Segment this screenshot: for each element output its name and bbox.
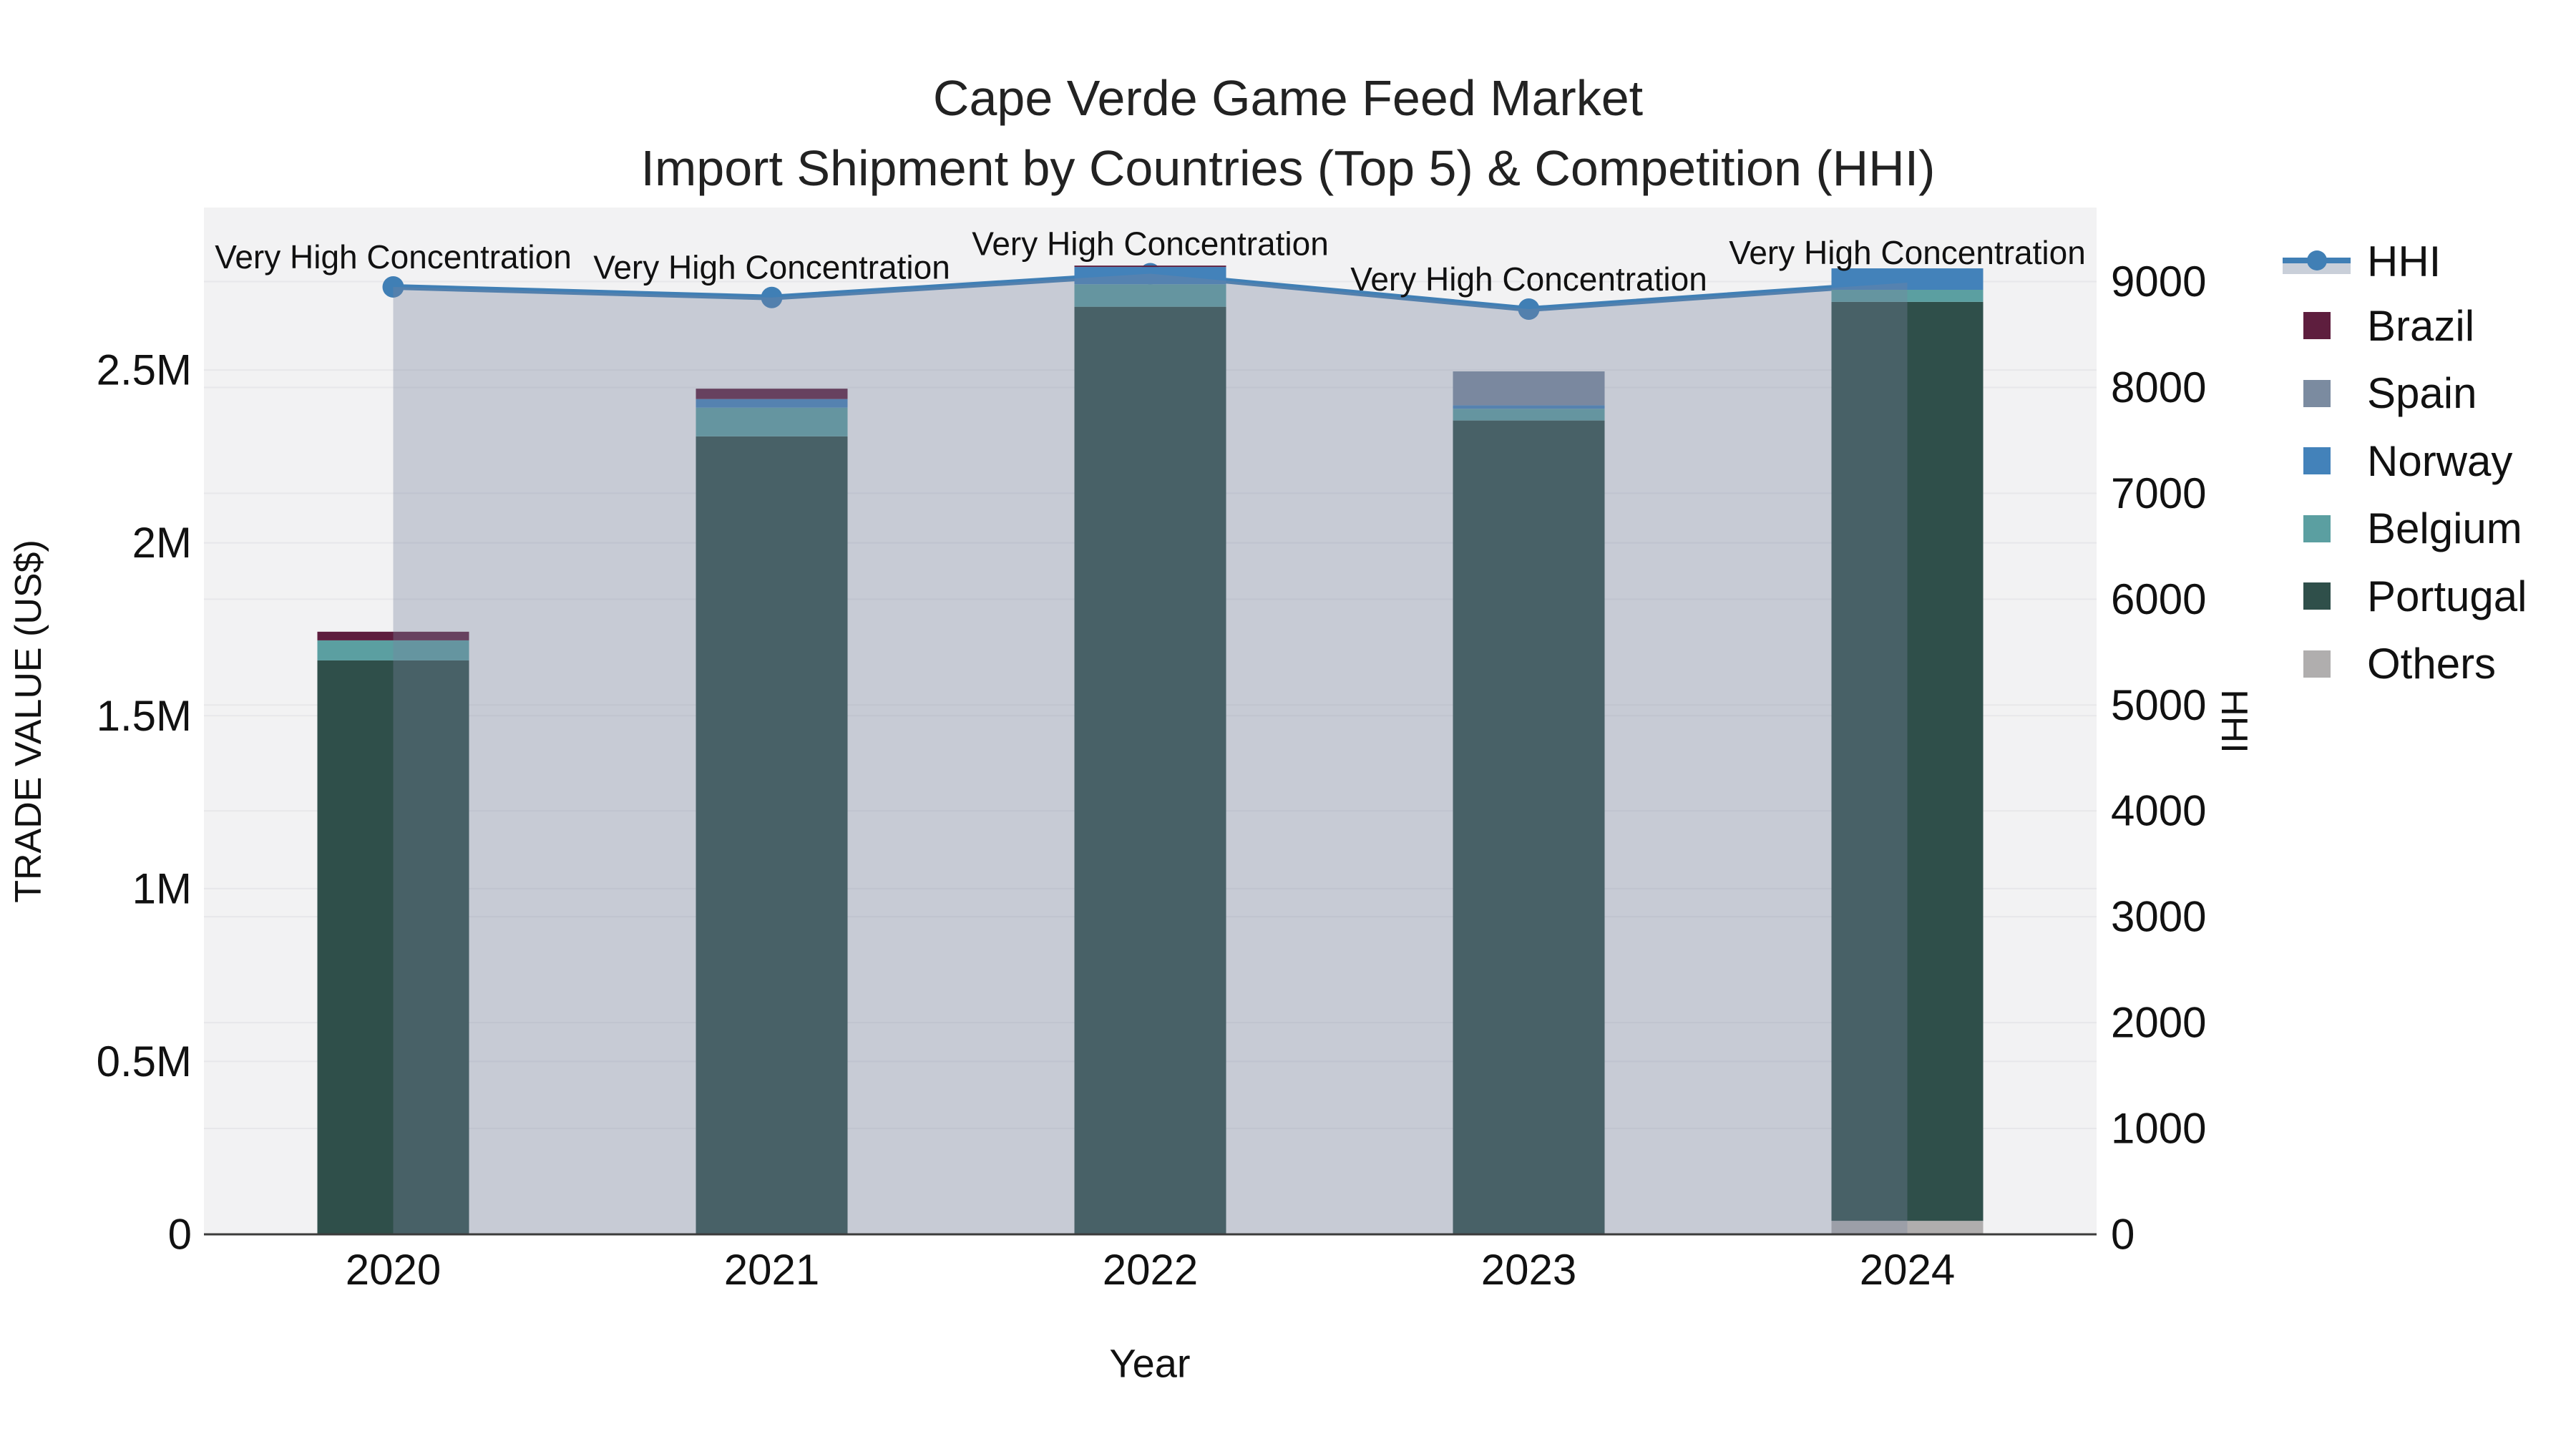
y-right-tick-5000: 5000: [2111, 681, 2206, 729]
bar-segment-2022-belgium[interactable]: [1074, 284, 1226, 307]
belgium-swatch: [2279, 514, 2354, 542]
portugal-swatch-color: [2303, 582, 2331, 610]
annotation-2020: Very High Concentration: [215, 238, 572, 275]
hhi-marker-2021[interactable]: [761, 286, 783, 308]
x-tick-2021: 2021: [724, 1246, 819, 1294]
bar-segment-2022-portugal[interactable]: [1074, 306, 1226, 1234]
y-left-tick-0: 0: [168, 1211, 192, 1259]
brazil-swatch-color: [2303, 312, 2331, 339]
bar-segment-2023-belgium[interactable]: [1453, 409, 1605, 421]
spain-swatch-color: [2303, 379, 2331, 407]
portugal-swatch: [2279, 582, 2354, 610]
bar-segment-2021-brazil[interactable]: [696, 389, 848, 399]
legend-label-belgium: Belgium: [2367, 504, 2522, 552]
y-right-tick-4000: 4000: [2111, 787, 2206, 835]
legend-item-belgium[interactable]: Belgium: [2279, 504, 2522, 554]
legend-item-brazil[interactable]: Brazil: [2279, 301, 2474, 351]
bar-segment-2023-norway[interactable]: [1453, 405, 1605, 409]
y-right-tick-3000: 3000: [2111, 893, 2206, 941]
y-right-tick-7000: 7000: [2111, 469, 2206, 517]
legend-item-norway[interactable]: Norway: [2279, 436, 2512, 486]
x-tick-2022: 2022: [1103, 1246, 1198, 1294]
norway-swatch: [2279, 447, 2354, 474]
y-right-tick-8000: 8000: [2111, 364, 2206, 411]
bar-segment-2022-norway[interactable]: [1074, 267, 1226, 285]
bar-segment-2021-norway[interactable]: [696, 399, 848, 408]
y-axis-title-left: TRADE VALUE (US$): [8, 540, 49, 903]
hhi-line-symbol: [2279, 248, 2354, 275]
bar-segment-2021-belgium[interactable]: [696, 407, 848, 436]
legend-item-hhi[interactable]: HHI: [2279, 236, 2441, 286]
chart-title-line1: Cape Verde Game Feed Market: [932, 70, 1644, 126]
spain-swatch: [2279, 379, 2354, 407]
bar-segment-2020-portugal[interactable]: [317, 660, 469, 1234]
bar-segment-2023-spain[interactable]: [1453, 371, 1605, 406]
legend-label-hhi: HHI: [2367, 237, 2441, 286]
bar-segment-2021-portugal[interactable]: [696, 436, 848, 1234]
x-axis-title: Year: [1109, 1340, 1191, 1386]
y-right-tick-9000: 9000: [2111, 258, 2206, 306]
annotation-2024: Very High Concentration: [1729, 234, 2086, 271]
y-left-tick-2.5M: 2.5M: [97, 346, 192, 394]
bar-segment-2020-belgium[interactable]: [317, 640, 469, 660]
brazil-swatch: [2279, 312, 2354, 339]
y-right-tick-1000: 1000: [2111, 1105, 2206, 1153]
x-tick-2023: 2023: [1481, 1246, 1576, 1294]
annotation-2023: Very High Concentration: [1350, 260, 1707, 298]
bar-segment-2024-others[interactable]: [1831, 1221, 1984, 1234]
y-right-tick-2000: 2000: [2111, 999, 2206, 1047]
others-swatch-color: [2303, 650, 2331, 678]
y-left-tick-0.5M: 0.5M: [97, 1038, 192, 1085]
y-right-tick-0: 0: [2111, 1211, 2135, 1259]
y-left-tick-1.5M: 1.5M: [97, 692, 192, 740]
bar-segment-2023-portugal[interactable]: [1453, 420, 1605, 1234]
bar-segment-2024-portugal[interactable]: [1831, 301, 1984, 1221]
y-left-tick-1M: 1M: [132, 864, 192, 912]
x-tick-2024: 2024: [1860, 1246, 1955, 1294]
legend-item-spain[interactable]: Spain: [2279, 369, 2477, 419]
legend-item-others[interactable]: Others: [2279, 639, 2496, 689]
hhi-marker-2023[interactable]: [1518, 298, 1540, 321]
hhi-area-fill: [393, 273, 1908, 1235]
belgium-swatch-color: [2303, 514, 2331, 542]
norway-swatch-color: [2303, 447, 2331, 474]
annotation-2021: Very High Concentration: [593, 249, 950, 286]
x-tick-2020: 2020: [346, 1246, 441, 1294]
chart-title: Cape Verde Game Feed Market Import Shipm…: [0, 63, 2576, 203]
legend-item-portugal[interactable]: Portugal: [2279, 571, 2527, 621]
annotation-2022: Very High Concentration: [972, 225, 1329, 262]
legend-label-others: Others: [2367, 640, 2497, 688]
bar-segment-2020-brazil[interactable]: [317, 631, 469, 640]
legend-label-norway: Norway: [2367, 436, 2513, 485]
hhi-marker-2020[interactable]: [382, 275, 404, 298]
bar-segment-2024-belgium[interactable]: [1831, 289, 1984, 302]
y-left-tick-2M: 2M: [132, 519, 192, 567]
legend-label-spain: Spain: [2367, 369, 2477, 417]
legend-label-portugal: Portugal: [2367, 572, 2527, 620]
chart-title-line2: Import Shipment by Countries (Top 5) & C…: [640, 140, 1936, 196]
y-axis-title-right: HHI: [2213, 689, 2255, 753]
y-right-tick-6000: 6000: [2111, 575, 2206, 623]
bar-segment-2024-norway[interactable]: [1831, 268, 1984, 290]
bar-segment-2022-brazil[interactable]: [1074, 265, 1226, 268]
legend-label-brazil: Brazil: [2367, 301, 2475, 350]
others-swatch: [2279, 650, 2354, 678]
